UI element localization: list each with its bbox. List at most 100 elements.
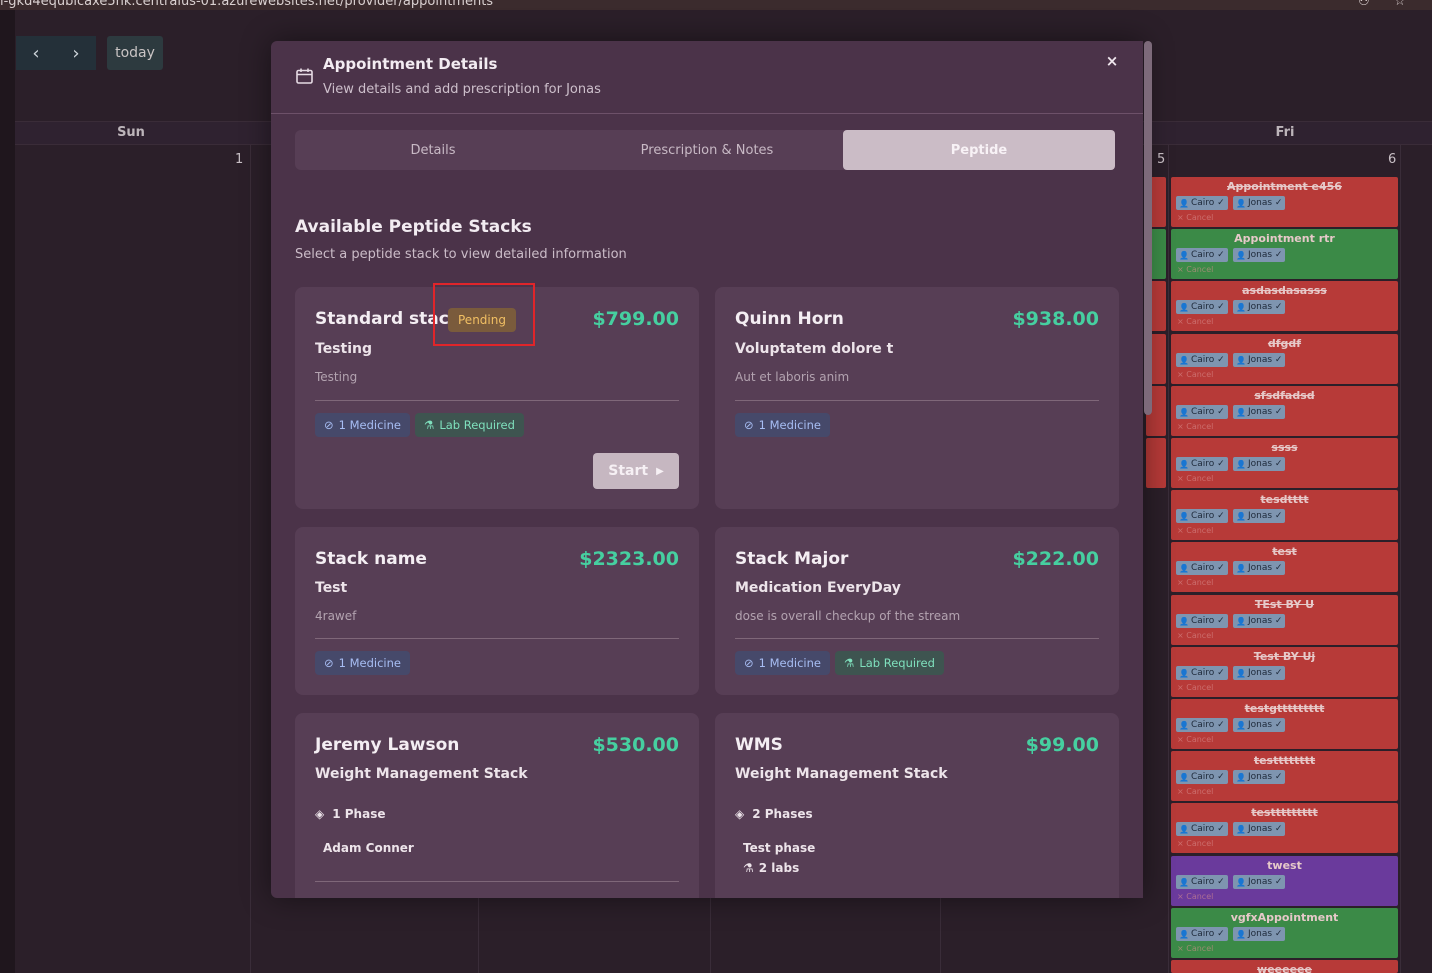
attendee-chip[interactable]: 👤 Cairo ✓: [1176, 248, 1228, 262]
stack-description: Weight Management Stack: [735, 766, 948, 782]
modal-title: Appointment Details: [323, 55, 498, 73]
attendee-chip[interactable]: 👤 Jonas ✓: [1233, 822, 1286, 836]
medicine-count: 1 Medicine: [338, 656, 401, 670]
calendar-event[interactable]: asdasdasasss 👤 Cairo ✓ 👤 Jonas ✓ × Cancel: [1171, 281, 1398, 331]
event-cancel-link[interactable]: × Cancel: [1177, 631, 1214, 640]
attendee-chip[interactable]: 👤 Jonas ✓: [1233, 666, 1286, 680]
tab-peptide[interactable]: Peptide: [843, 130, 1115, 170]
calendar-event[interactable]: Appointment rtr 👤 Cairo ✓ 👤 Jonas ✓ × Cancel: [1171, 229, 1398, 279]
calendar-event[interactable]: TEst BY U 👤 Cairo ✓ 👤 Jonas ✓ × Cancel: [1171, 595, 1398, 645]
stack-card-stack-major[interactable]: Stack Major $222.00 Medication EveryDay …: [715, 527, 1119, 695]
attendee-chip[interactable]: 👤 Jonas ✓: [1233, 770, 1286, 784]
attendee-name: Cairo ✓: [1190, 772, 1225, 782]
stack-card-stack-name[interactable]: Stack name $2323.00 Test 4rawef ⊘ 1 Medic…: [295, 527, 699, 695]
bookmark-star-icon[interactable]: ☆: [1394, 0, 1406, 9]
attendee-chip[interactable]: 👤 Cairo ✓: [1176, 927, 1228, 941]
user-icon: 👤: [1179, 459, 1189, 469]
attendee-chip[interactable]: 👤 Cairo ✓: [1176, 614, 1228, 628]
calendar-event[interactable]: Test BY Uj 👤 Cairo ✓ 👤 Jonas ✓ × Cancel: [1171, 647, 1398, 697]
calendar-event[interactable]: twest 👤 Cairo ✓ 👤 Jonas ✓ × Cancel: [1171, 856, 1398, 906]
calendar-event[interactable]: testgttttttttt 👤 Cairo ✓ 👤 Jonas ✓ × Cancel: [1171, 699, 1398, 749]
stack-note: 4rawef: [315, 609, 357, 623]
attendee-chip[interactable]: 👤 Cairo ✓: [1176, 718, 1228, 732]
calendar-event[interactable]: weeeeee: [1171, 960, 1398, 973]
start-button[interactable]: Start ▶: [593, 453, 679, 489]
status-badge: Pending: [448, 308, 516, 332]
today-button[interactable]: today: [107, 36, 163, 70]
attendee-chip[interactable]: 👤 Cairo ✓: [1176, 822, 1228, 836]
attendee-chip[interactable]: 👤 Jonas ✓: [1233, 561, 1286, 575]
medicine-badge: ⊘ 1 Medicine: [735, 651, 830, 675]
event-cancel-link[interactable]: × Cancel: [1177, 735, 1214, 744]
calendar-event[interactable]: test 👤 Cairo ✓ 👤 Jonas ✓ × Cancel: [1171, 542, 1398, 592]
attendee-name: Cairo ✓: [1190, 877, 1225, 887]
event-cancel-link[interactable]: × Cancel: [1177, 422, 1214, 431]
event-title: TEst BY U: [1254, 598, 1315, 611]
tab-prescription-notes[interactable]: Prescription & Notes: [640, 142, 774, 158]
attendee-chip[interactable]: 👤 Jonas ✓: [1233, 196, 1286, 210]
attendee-chip[interactable]: 👤 Cairo ✓: [1176, 509, 1228, 523]
event-cancel-link[interactable]: × Cancel: [1177, 892, 1214, 901]
event-cancel-link[interactable]: × Cancel: [1177, 317, 1214, 326]
event-cancel-link[interactable]: × Cancel: [1177, 944, 1214, 953]
calendar-event[interactable]: testtttttttt 👤 Cairo ✓ 👤 Jonas ✓ × Cancel: [1171, 803, 1398, 853]
event-cancel-link[interactable]: × Cancel: [1177, 578, 1214, 587]
modal-header: Appointment Details View details and add…: [271, 41, 1143, 114]
calendar-event[interactable]: sfsdfadsd 👤 Cairo ✓ 👤 Jonas ✓ × Cancel: [1171, 386, 1398, 436]
pill-icon: ⊘: [744, 418, 754, 432]
calendar-event[interactable]: dfgdf 👤 Cairo ✓ 👤 Jonas ✓ × Cancel: [1171, 334, 1398, 384]
stack-card-standard-stack[interactable]: Standard stack Pending $799.00 Testing T…: [295, 287, 699, 509]
next-week-button[interactable]: ›: [56, 36, 96, 70]
calendar-event[interactable]: vgfxAppointment 👤 Cairo ✓ 👤 Jonas ✓ × Cancel: [1171, 908, 1398, 958]
attendee-name: Jonas ✓: [1247, 720, 1283, 730]
event-cancel-link[interactable]: × Cancel: [1177, 370, 1214, 379]
attendee-chip[interactable]: 👤 Jonas ✓: [1233, 457, 1286, 471]
attendee-chip[interactable]: 👤 Cairo ✓: [1176, 353, 1228, 367]
stack-card-jeremy-lawson[interactable]: Jeremy Lawson $530.00 Weight Management …: [295, 713, 699, 898]
close-icon[interactable]: ×: [1105, 52, 1119, 70]
user-icon: 👤: [1179, 355, 1189, 365]
browser-url-bar[interactable]: l-gkd4equbicaxe5hk.centralus-01.azureweb…: [0, 0, 1432, 10]
attendee-chip[interactable]: 👤 Jonas ✓: [1233, 300, 1286, 314]
attendee-chip[interactable]: 👤 Jonas ✓: [1233, 509, 1286, 523]
attendee-chip[interactable]: 👤 Jonas ✓: [1233, 927, 1286, 941]
modal-scrollbar[interactable]: [1144, 41, 1152, 415]
extension-icon[interactable]: ⚇: [1358, 0, 1370, 9]
tab-details[interactable]: Details: [410, 142, 456, 158]
attendee-chip[interactable]: 👤 Cairo ✓: [1176, 196, 1228, 210]
attendee-chip[interactable]: 👤 Cairo ✓: [1176, 405, 1228, 419]
attendee-chip[interactable]: 👤 Jonas ✓: [1233, 718, 1286, 732]
stack-card-wms[interactable]: WMS $99.00 Weight Management Stack ◈ 2 Ph…: [715, 713, 1119, 898]
attendee-chip[interactable]: 👤 Jonas ✓: [1233, 875, 1286, 889]
event-cancel-link[interactable]: × Cancel: [1177, 839, 1214, 848]
event-cancel-link[interactable]: × Cancel: [1177, 787, 1214, 796]
attendee-chip[interactable]: 👤 Cairo ✓: [1176, 770, 1228, 784]
calendar-event[interactable]: testttttttt 👤 Cairo ✓ 👤 Jonas ✓ × Cancel: [1171, 751, 1398, 801]
attendee-chip[interactable]: 👤 Cairo ✓: [1176, 300, 1228, 314]
calendar-event-partial[interactable]: [1146, 438, 1166, 488]
attendee-chip[interactable]: 👤 Cairo ✓: [1176, 561, 1228, 575]
user-icon: 👤: [1179, 616, 1189, 626]
event-cancel-link[interactable]: × Cancel: [1177, 683, 1214, 692]
calendar-event[interactable]: Appointment e456 👤 Cairo ✓ 👤 Jonas ✓ × Cancel: [1171, 177, 1398, 227]
attendee-chip[interactable]: 👤 Jonas ✓: [1233, 248, 1286, 262]
stack-card-quinn-horn[interactable]: Quinn Horn $938.00 Voluptatem dolore t A…: [715, 287, 1119, 509]
attendee-chip[interactable]: 👤 Jonas ✓: [1233, 353, 1286, 367]
calendar-event[interactable]: tesdtttt 👤 Cairo ✓ 👤 Jonas ✓ × Cancel: [1171, 490, 1398, 540]
stack-description: Test: [315, 580, 348, 596]
prev-week-button[interactable]: ‹: [16, 36, 56, 70]
pill-icon: ⊘: [744, 656, 754, 670]
event-cancel-link[interactable]: × Cancel: [1177, 526, 1214, 535]
flask-icon: ⚗: [424, 418, 435, 432]
calendar-event[interactable]: ssss 👤 Cairo ✓ 👤 Jonas ✓ × Cancel: [1171, 438, 1398, 488]
event-cancel-link[interactable]: × Cancel: [1177, 265, 1214, 274]
event-cancel-link[interactable]: × Cancel: [1177, 213, 1214, 222]
url-text: l-gkd4equbicaxe5hk.centralus-01.azureweb…: [0, 0, 494, 9]
attendee-chip[interactable]: 👤 Jonas ✓: [1233, 405, 1286, 419]
column-divider: [250, 145, 251, 973]
attendee-chip[interactable]: 👤 Cairo ✓: [1176, 875, 1228, 889]
attendee-chip[interactable]: 👤 Cairo ✓: [1176, 457, 1228, 471]
attendee-chip[interactable]: 👤 Jonas ✓: [1233, 614, 1286, 628]
attendee-chip[interactable]: 👤 Cairo ✓: [1176, 666, 1228, 680]
event-cancel-link[interactable]: × Cancel: [1177, 474, 1214, 483]
